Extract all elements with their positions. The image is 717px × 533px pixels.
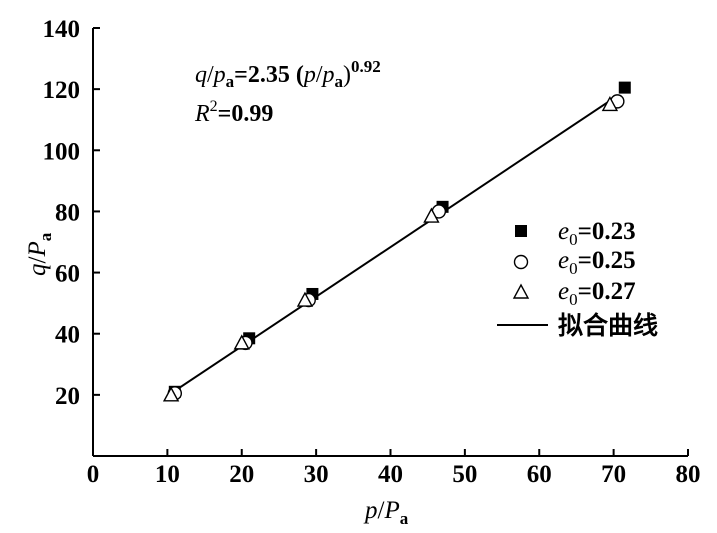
legend-marker-square [515, 225, 527, 237]
y-tick-label: 140 [43, 16, 81, 43]
data-point-triangle [233, 334, 250, 350]
x-tick-label: 80 [676, 461, 701, 488]
legend: e0=0.23 e0=0.25 e0=0.27 拟合曲线 [497, 218, 658, 340]
x-tick-label: 60 [527, 461, 552, 488]
data-markers [162, 81, 631, 402]
r-squared-annotation: R2=0.99 [194, 98, 273, 127]
y-axis-label: q/Pa [24, 232, 55, 276]
y-tick-label: 120 [43, 77, 81, 104]
x-tick-label: 30 [304, 461, 329, 488]
x-tick-label: 10 [155, 461, 180, 488]
y-tick-label: 20 [55, 383, 80, 410]
legend-label-fit: 拟合曲线 [558, 311, 658, 340]
legend-label-e023: e0=0.23 [558, 218, 636, 249]
data-point-square [618, 81, 631, 94]
data-point-triangle [423, 207, 440, 223]
legend-label-e027: e0=0.27 [558, 278, 636, 309]
x-tick-label: 40 [378, 461, 403, 488]
x-tick-label: 70 [601, 461, 626, 488]
x-tick-label: 20 [229, 461, 254, 488]
data-point-triangle [162, 386, 180, 402]
equation-annotation: q/pa=2.35 (p/pa)0.92 [195, 57, 381, 91]
legend-label-e025: e0=0.25 [558, 247, 636, 278]
x-tick-label: 0 [87, 461, 100, 488]
data-point-triangle [296, 291, 314, 307]
data-point-triangle [601, 95, 619, 112]
y-tick-label: 60 [55, 261, 80, 288]
x-tick-label: 50 [452, 461, 477, 488]
y-tick-label: 80 [55, 199, 80, 226]
y-tick-label: 100 [43, 138, 81, 165]
legend-marker-circle [513, 254, 529, 270]
y-tick-label: 40 [55, 322, 80, 349]
x-axis-label: p/Pa [363, 497, 409, 528]
y-ticks: 20 40 60 80 100 120 140 [43, 16, 100, 410]
x-ticks: 0 10 20 30 40 50 60 70 80 [87, 449, 701, 488]
legend-marker-triangle [512, 283, 530, 299]
